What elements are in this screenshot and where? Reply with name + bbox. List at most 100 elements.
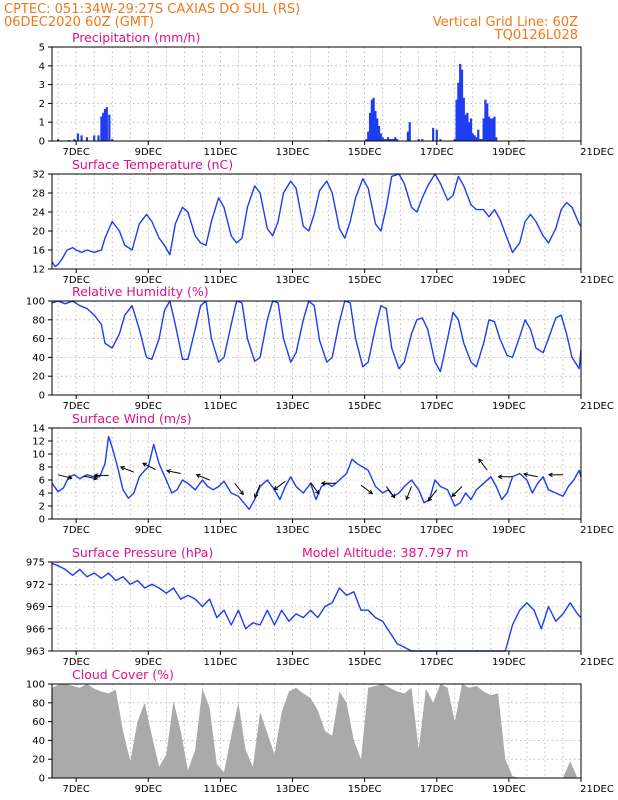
- wind-wind-arrow: [478, 458, 488, 471]
- wind-arrow-shaft: [385, 486, 396, 499]
- precip-bar: [460, 69, 464, 141]
- wind-arrow-head: [320, 480, 326, 486]
- precip-bar: [367, 131, 370, 141]
- wind-arrow-shaft: [451, 486, 463, 497]
- precip-bar: [368, 112, 372, 141]
- rh-ytick-label: 20: [32, 372, 45, 383]
- temp-ytick-label: 16: [32, 246, 45, 257]
- precip-bar: [468, 122, 471, 141]
- rh-xtick-label: 7DEC: [62, 401, 89, 412]
- wind-arrow-head: [497, 474, 503, 480]
- precip-frame: [51, 46, 582, 142]
- precip-bar: [73, 139, 76, 141]
- wind-arrow-shaft: [166, 470, 181, 474]
- wind-wind-arrow: [58, 474, 73, 480]
- temp-xtick-label: 15DEC: [348, 275, 382, 286]
- cloud-xtick-label: 21DEC: [580, 784, 614, 795]
- precip-ytick-label: 3: [39, 80, 45, 91]
- precip-bar: [439, 139, 442, 141]
- precip-bar: [453, 139, 456, 141]
- wind-wind-arrow: [253, 484, 261, 499]
- wind-arrow-shaft: [196, 474, 210, 481]
- wind-arrow-shaft: [405, 486, 412, 500]
- precip-bar: [475, 137, 478, 141]
- precip-xtick-label: 21DEC: [580, 147, 614, 158]
- precip-bar: [372, 97, 375, 141]
- precip-bar: [388, 139, 391, 141]
- precip-bar: [406, 131, 410, 141]
- wind-arrow-head: [239, 490, 244, 496]
- wind-arrow-shaft: [523, 473, 538, 478]
- precip-bar: [108, 114, 111, 141]
- temp-xtick-label: 17DEC: [420, 275, 454, 286]
- wind-wind-arrow: [360, 484, 374, 495]
- precip-bar: [57, 139, 60, 141]
- wind-arrow-shaft: [360, 484, 373, 495]
- precip-bar: [370, 99, 373, 141]
- rh-xtick-label: 13DEC: [276, 401, 310, 412]
- temp-xtick-label: 9DEC: [135, 275, 162, 286]
- temp-ytick-label: 32: [32, 170, 45, 181]
- wind-arrow-head: [273, 485, 279, 491]
- wind-arrow-head: [405, 495, 410, 501]
- precip-xtick-label: 17DEC: [420, 147, 454, 158]
- precip-bar: [365, 139, 368, 141]
- precip-xtick-label: 15DEC: [348, 147, 382, 158]
- cloud-xtick-label: 9DEC: [135, 784, 162, 795]
- wind-xtick-label: 13DEC: [276, 525, 310, 536]
- temp-title: Surface Temperature (nC): [72, 157, 233, 172]
- rh-frame: [51, 300, 582, 396]
- wind-xtick-label: 11DEC: [204, 525, 238, 536]
- wind-arrow-head: [93, 475, 99, 481]
- pressure-title: Surface Pressure (hPa): [72, 545, 213, 560]
- wind-arrow-head: [93, 473, 99, 478]
- wind-series-line: [51, 435, 582, 510]
- precip-bar: [482, 118, 485, 141]
- precip-bar: [493, 116, 496, 141]
- wind-ytick-label: 14: [32, 424, 45, 435]
- cloud-ytick-label: 80: [32, 698, 45, 709]
- precip-bar: [455, 99, 458, 141]
- precip-xtick-label: 19DEC: [492, 147, 526, 158]
- precip-bar: [105, 107, 108, 141]
- rh-xtick-label: 11DEC: [204, 401, 238, 412]
- wind-arrow-head: [67, 475, 73, 480]
- precip-bar: [435, 129, 438, 141]
- wind-wind-arrow: [273, 480, 286, 491]
- cloud-xtick-label: 15DEC: [348, 784, 382, 795]
- precip-bar: [487, 116, 491, 141]
- cloud-ytick-label: 40: [32, 736, 45, 747]
- cloud-ytick-label: 20: [32, 755, 45, 766]
- rh-ytick-label: 60: [32, 334, 45, 345]
- precip-bar: [102, 112, 105, 141]
- rh-title: Relative Humidity (%): [72, 284, 209, 299]
- wind-xtick-label: 7DEC: [62, 525, 89, 536]
- temp-series-line: [51, 173, 582, 268]
- precip-bar: [100, 116, 103, 141]
- temp-xtick-label: 13DEC: [276, 275, 310, 286]
- pressure-ytick-label: 972: [26, 580, 45, 591]
- wind-arrow-head: [547, 472, 553, 478]
- wind-arrow-head: [119, 466, 125, 471]
- rh-ytick-label: 40: [32, 353, 45, 364]
- precip-bar: [385, 139, 388, 141]
- wind-wind-arrow: [93, 473, 109, 478]
- wind-wind-arrow: [234, 482, 244, 496]
- precip-bar: [103, 109, 107, 141]
- wind-arrow-head: [451, 492, 457, 498]
- cloud-xtick-label: 17DEC: [420, 784, 454, 795]
- precip-bar: [76, 133, 80, 141]
- rh-xtick-label: 21DEC: [580, 401, 614, 412]
- precip-bar: [383, 139, 386, 141]
- wind-xtick-label: 15DEC: [348, 525, 382, 536]
- wind-wind-arrow: [405, 486, 412, 501]
- wind-wind-arrow: [547, 472, 563, 478]
- temp-ytick-label: 24: [32, 208, 45, 219]
- precip-bar: [421, 139, 424, 141]
- rh-ytick-label: 100: [26, 297, 45, 308]
- pressure-frame: [51, 561, 582, 652]
- precip-bar: [395, 139, 399, 141]
- rh-series-line: [51, 300, 582, 373]
- precip-bar: [462, 97, 465, 141]
- temp-ytick-label: 28: [32, 189, 45, 200]
